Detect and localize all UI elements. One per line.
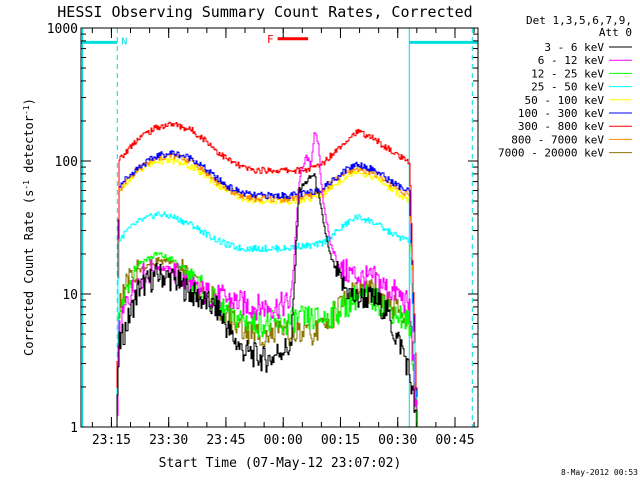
legend-label: 800 - 7000 keV	[511, 133, 604, 146]
night-label: N	[121, 36, 127, 47]
x-axis-label: Start Time (07-May-12 23:07:02)	[159, 456, 402, 471]
plot-frame	[80, 27, 479, 428]
timestamp: 8-May-2012 00:53	[561, 468, 638, 477]
y-tick-label: 1	[70, 421, 78, 436]
y-tick-label: 10	[62, 288, 78, 303]
y-tick-label: 1000	[47, 22, 78, 37]
x-tick-label: 00:15	[321, 433, 360, 448]
series-layer	[81, 121, 478, 428]
legend-label: 25 - 50 keV	[531, 81, 604, 94]
legend-header-detectors: Det 1,3,5,6,7,9,	[526, 14, 632, 27]
x-tick-label: 00:00	[264, 433, 303, 448]
legend-header-attenuator: Att 0	[599, 26, 632, 39]
flare-label: F	[267, 33, 274, 46]
series-line	[81, 211, 478, 428]
x-tick-label: 23:45	[206, 433, 245, 448]
legend-label: 3 - 6 keV	[544, 41, 604, 54]
legend-label: 7000 - 20000 keV	[498, 147, 604, 160]
chart-title: HESSI Observing Summary Count Rates, Cor…	[57, 3, 472, 21]
legend-label: 12 - 25 keV	[531, 67, 604, 80]
x-tick-label: 23:30	[149, 433, 188, 448]
series-line	[81, 251, 478, 428]
legend-label: 50 - 100 keV	[525, 94, 605, 107]
x-tick-label: 23:15	[92, 433, 131, 448]
legend-label: 100 - 300 keV	[518, 107, 604, 120]
series-line	[81, 121, 478, 428]
legend-label: 300 - 800 keV	[518, 120, 604, 133]
series-line	[81, 173, 478, 428]
y-axis-label: Corrected Count Rate (s-1 detector-1)	[22, 98, 37, 356]
x-tick-label: 00:30	[378, 433, 417, 448]
axes: 1 10 100 1000 23:15 23:30 23:45 00:00 00:15 00:30…	[47, 22, 479, 448]
x-tick-label: 00:45	[435, 433, 474, 448]
series-line	[81, 150, 478, 428]
legend-label: 6 - 12 keV	[538, 54, 605, 67]
y-tick-label: 100	[55, 155, 78, 170]
